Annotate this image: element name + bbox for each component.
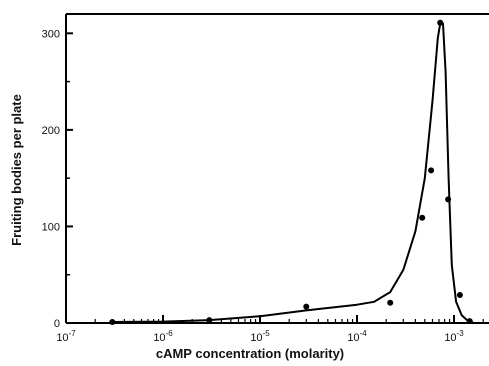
x-tick-label: 10-5 bbox=[250, 329, 270, 344]
x-tick-label: 10-7 bbox=[56, 329, 76, 344]
data-point bbox=[466, 318, 473, 325]
data-point bbox=[445, 196, 452, 203]
data-point bbox=[437, 19, 444, 26]
axes: 0 100 200 300 10-7 10-6 10-5 10-4 10-3 bbox=[42, 13, 489, 344]
y-tick-label: 100 bbox=[42, 221, 60, 233]
data-point bbox=[419, 214, 426, 221]
x-tick-label: 10-6 bbox=[153, 329, 173, 344]
fitted-curve bbox=[112, 19, 475, 324]
data-point bbox=[206, 317, 213, 324]
data-point bbox=[456, 292, 463, 298]
y-tick-label: 0 bbox=[54, 318, 60, 330]
data-point bbox=[387, 299, 394, 306]
y-tick-label: 300 bbox=[42, 28, 60, 40]
data-marks bbox=[109, 19, 475, 325]
y-tick-label: 200 bbox=[42, 125, 60, 137]
data-point bbox=[303, 303, 310, 310]
x-tick-label: 10-3 bbox=[444, 329, 464, 344]
data-point bbox=[428, 167, 435, 174]
y-axis-title: Fruiting bodies per plate bbox=[9, 94, 24, 246]
x-tick-label: 10-4 bbox=[347, 329, 367, 344]
data-point bbox=[109, 319, 116, 325]
x-axis-title: cAMP concentration (molarity) bbox=[156, 346, 344, 361]
